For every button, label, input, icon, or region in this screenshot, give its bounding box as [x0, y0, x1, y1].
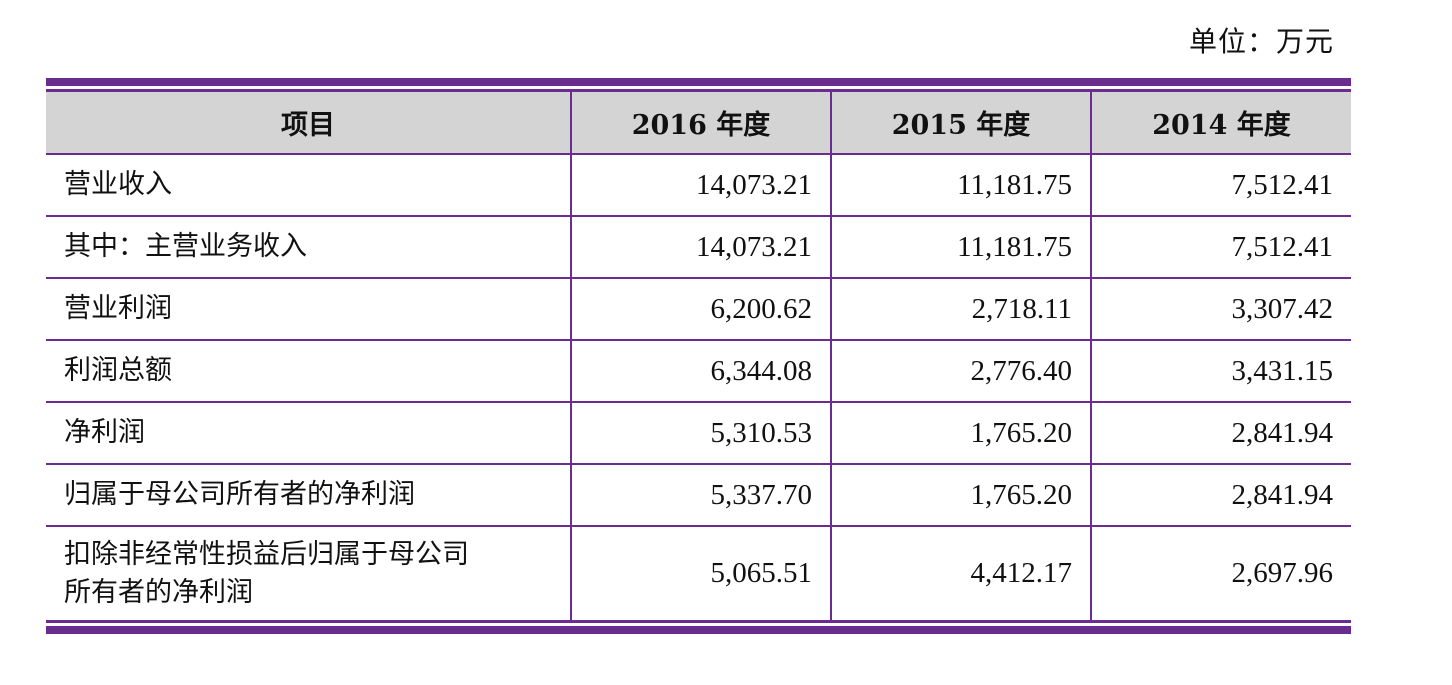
value-2015: 1,765.20	[830, 402, 1092, 465]
row-label: 营业利润	[46, 278, 572, 341]
table-row: 利润总额 6,344.08 2,776.40 3,431.15	[46, 340, 1351, 403]
row-label: 归属于母公司所有者的净利润	[46, 464, 572, 527]
top-rule-thick	[46, 78, 1351, 86]
table-row: 净利润 5,310.53 1,765.20 2,841.94	[46, 402, 1351, 465]
table-row: 扣除非经常性损益后归属于母公司 所有者的净利润 5,065.51 4,412.1…	[46, 526, 1351, 620]
table-row: 营业利润 6,200.62 2,718.11 3,307.42	[46, 278, 1351, 341]
row-label: 扣除非经常性损益后归属于母公司 所有者的净利润	[46, 526, 572, 620]
header-2014: 2014 年度	[1090, 92, 1351, 155]
value-2016: 14,073.21	[570, 216, 832, 279]
row-label: 其中：主营业务收入	[46, 216, 572, 279]
table-row: 营业收入 14,073.21 11,181.75 7,512.41	[46, 154, 1351, 217]
value-2014: 2,697.96	[1090, 526, 1351, 620]
row-label-line-1: 扣除非经常性损益后归属于母公司	[64, 538, 469, 570]
header-row: 项目 2016 年度 2015 年度 2014 年度	[46, 92, 1351, 155]
table-row: 归属于母公司所有者的净利润 5,337.70 1,765.20 2,841.94	[46, 464, 1351, 527]
value-2015: 1,765.20	[830, 464, 1092, 527]
value-2014: 3,307.42	[1090, 278, 1351, 341]
bottom-rule-gap	[46, 623, 1351, 626]
value-2015: 2,776.40	[830, 340, 1092, 403]
bottom-rule-thin	[46, 620, 1351, 623]
value-2015: 2,718.11	[830, 278, 1092, 341]
top-rule-gap	[46, 86, 1351, 89]
value-2016: 14,073.21	[570, 154, 832, 217]
value-2016: 5,310.53	[570, 402, 832, 465]
value-2014: 2,841.94	[1090, 464, 1351, 527]
value-2014: 2,841.94	[1090, 402, 1351, 465]
value-2016: 6,200.62	[570, 278, 832, 341]
financial-table: 项目 2016 年度 2015 年度 2014 年度 营业收入 14,073.2…	[46, 78, 1351, 634]
data-table: 项目 2016 年度 2015 年度 2014 年度 营业收入 14,073.2…	[46, 92, 1351, 620]
value-2015: 11,181.75	[830, 216, 1092, 279]
header-2015: 2015 年度	[830, 92, 1092, 155]
value-2016: 5,065.51	[570, 526, 832, 620]
row-label: 利润总额	[46, 340, 572, 403]
value-2016: 5,337.70	[570, 464, 832, 527]
header-item: 项目	[46, 92, 572, 155]
value-2015: 11,181.75	[830, 154, 1092, 217]
table-row: 其中：主营业务收入 14,073.21 11,181.75 7,512.41	[46, 216, 1351, 279]
value-2016: 6,344.08	[570, 340, 832, 403]
value-2015: 4,412.17	[830, 526, 1092, 620]
top-rule-thin	[46, 89, 1351, 92]
header-2016: 2016 年度	[570, 92, 832, 155]
row-label-line-2: 所有者的净利润	[64, 576, 253, 608]
value-2014: 7,512.41	[1090, 216, 1351, 279]
row-label: 净利润	[46, 402, 572, 465]
bottom-rule-thick	[46, 626, 1351, 634]
value-2014: 3,431.15	[1090, 340, 1351, 403]
row-label: 营业收入	[46, 154, 572, 217]
value-2014: 7,512.41	[1090, 154, 1351, 217]
unit-label: 单位：万元	[1188, 25, 1334, 58]
